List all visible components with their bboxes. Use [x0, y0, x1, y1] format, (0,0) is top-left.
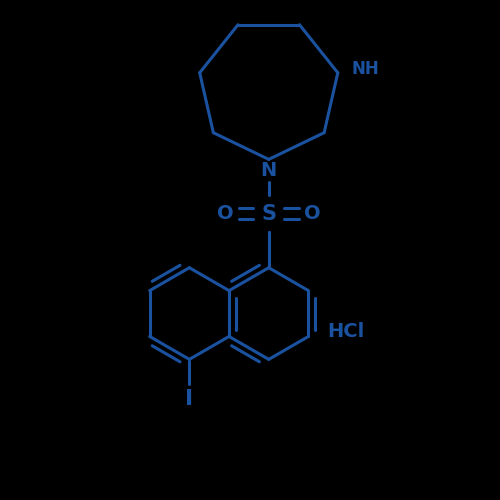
Text: O: O — [216, 204, 234, 223]
Text: N: N — [260, 162, 277, 180]
Text: HCl: HCl — [327, 322, 364, 341]
Text: S: S — [261, 204, 276, 224]
Text: NH: NH — [352, 60, 379, 78]
Text: O: O — [304, 204, 321, 223]
Text: I: I — [186, 389, 194, 409]
